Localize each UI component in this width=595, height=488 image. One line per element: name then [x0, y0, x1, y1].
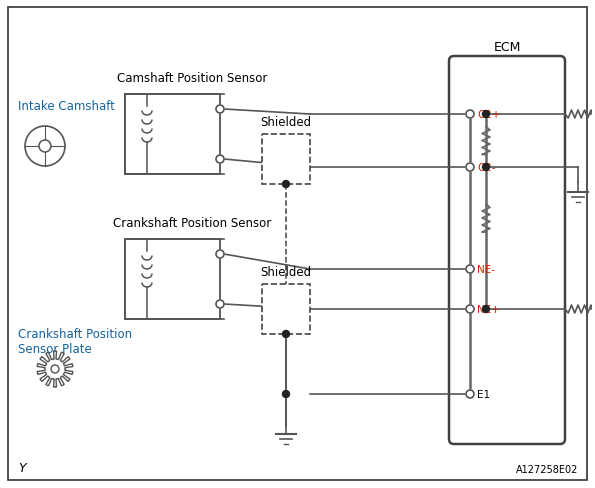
FancyBboxPatch shape: [8, 8, 587, 480]
FancyBboxPatch shape: [125, 95, 220, 175]
Circle shape: [466, 390, 474, 398]
Circle shape: [39, 141, 51, 153]
Circle shape: [283, 391, 290, 398]
Text: E1: E1: [477, 389, 490, 399]
Circle shape: [466, 163, 474, 172]
Text: Y: Y: [18, 461, 26, 474]
Text: Crankshaft Position
Sensor Plate: Crankshaft Position Sensor Plate: [18, 327, 132, 355]
Text: Intake Camshaft: Intake Camshaft: [18, 100, 115, 113]
Circle shape: [283, 331, 290, 338]
Text: NE-: NE-: [477, 264, 495, 274]
Circle shape: [51, 365, 59, 373]
FancyBboxPatch shape: [125, 240, 220, 319]
Text: A127258E02: A127258E02: [516, 464, 578, 474]
Text: G2-: G2-: [477, 163, 496, 173]
Circle shape: [216, 301, 224, 308]
Circle shape: [216, 156, 224, 163]
Text: Shielded: Shielded: [261, 265, 312, 279]
Circle shape: [483, 164, 490, 171]
Circle shape: [466, 265, 474, 273]
Text: NE+: NE+: [477, 305, 500, 314]
Circle shape: [283, 181, 290, 188]
Text: Shielded: Shielded: [261, 116, 312, 129]
FancyBboxPatch shape: [262, 135, 310, 184]
Circle shape: [216, 250, 224, 259]
Circle shape: [25, 127, 65, 167]
Circle shape: [483, 111, 490, 118]
Text: Camshaft Position Sensor: Camshaft Position Sensor: [117, 72, 268, 85]
Text: G2+: G2+: [477, 110, 500, 120]
Text: Crankshaft Position Sensor: Crankshaft Position Sensor: [114, 217, 272, 229]
Text: ECM: ECM: [493, 41, 521, 54]
Circle shape: [466, 111, 474, 119]
Polygon shape: [37, 351, 73, 387]
FancyBboxPatch shape: [262, 285, 310, 334]
Circle shape: [466, 305, 474, 313]
Circle shape: [216, 106, 224, 114]
Circle shape: [483, 306, 490, 313]
FancyBboxPatch shape: [449, 57, 565, 444]
